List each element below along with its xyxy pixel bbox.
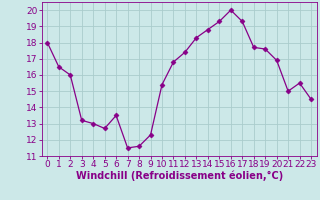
X-axis label: Windchill (Refroidissement éolien,°C): Windchill (Refroidissement éolien,°C) (76, 171, 283, 181)
